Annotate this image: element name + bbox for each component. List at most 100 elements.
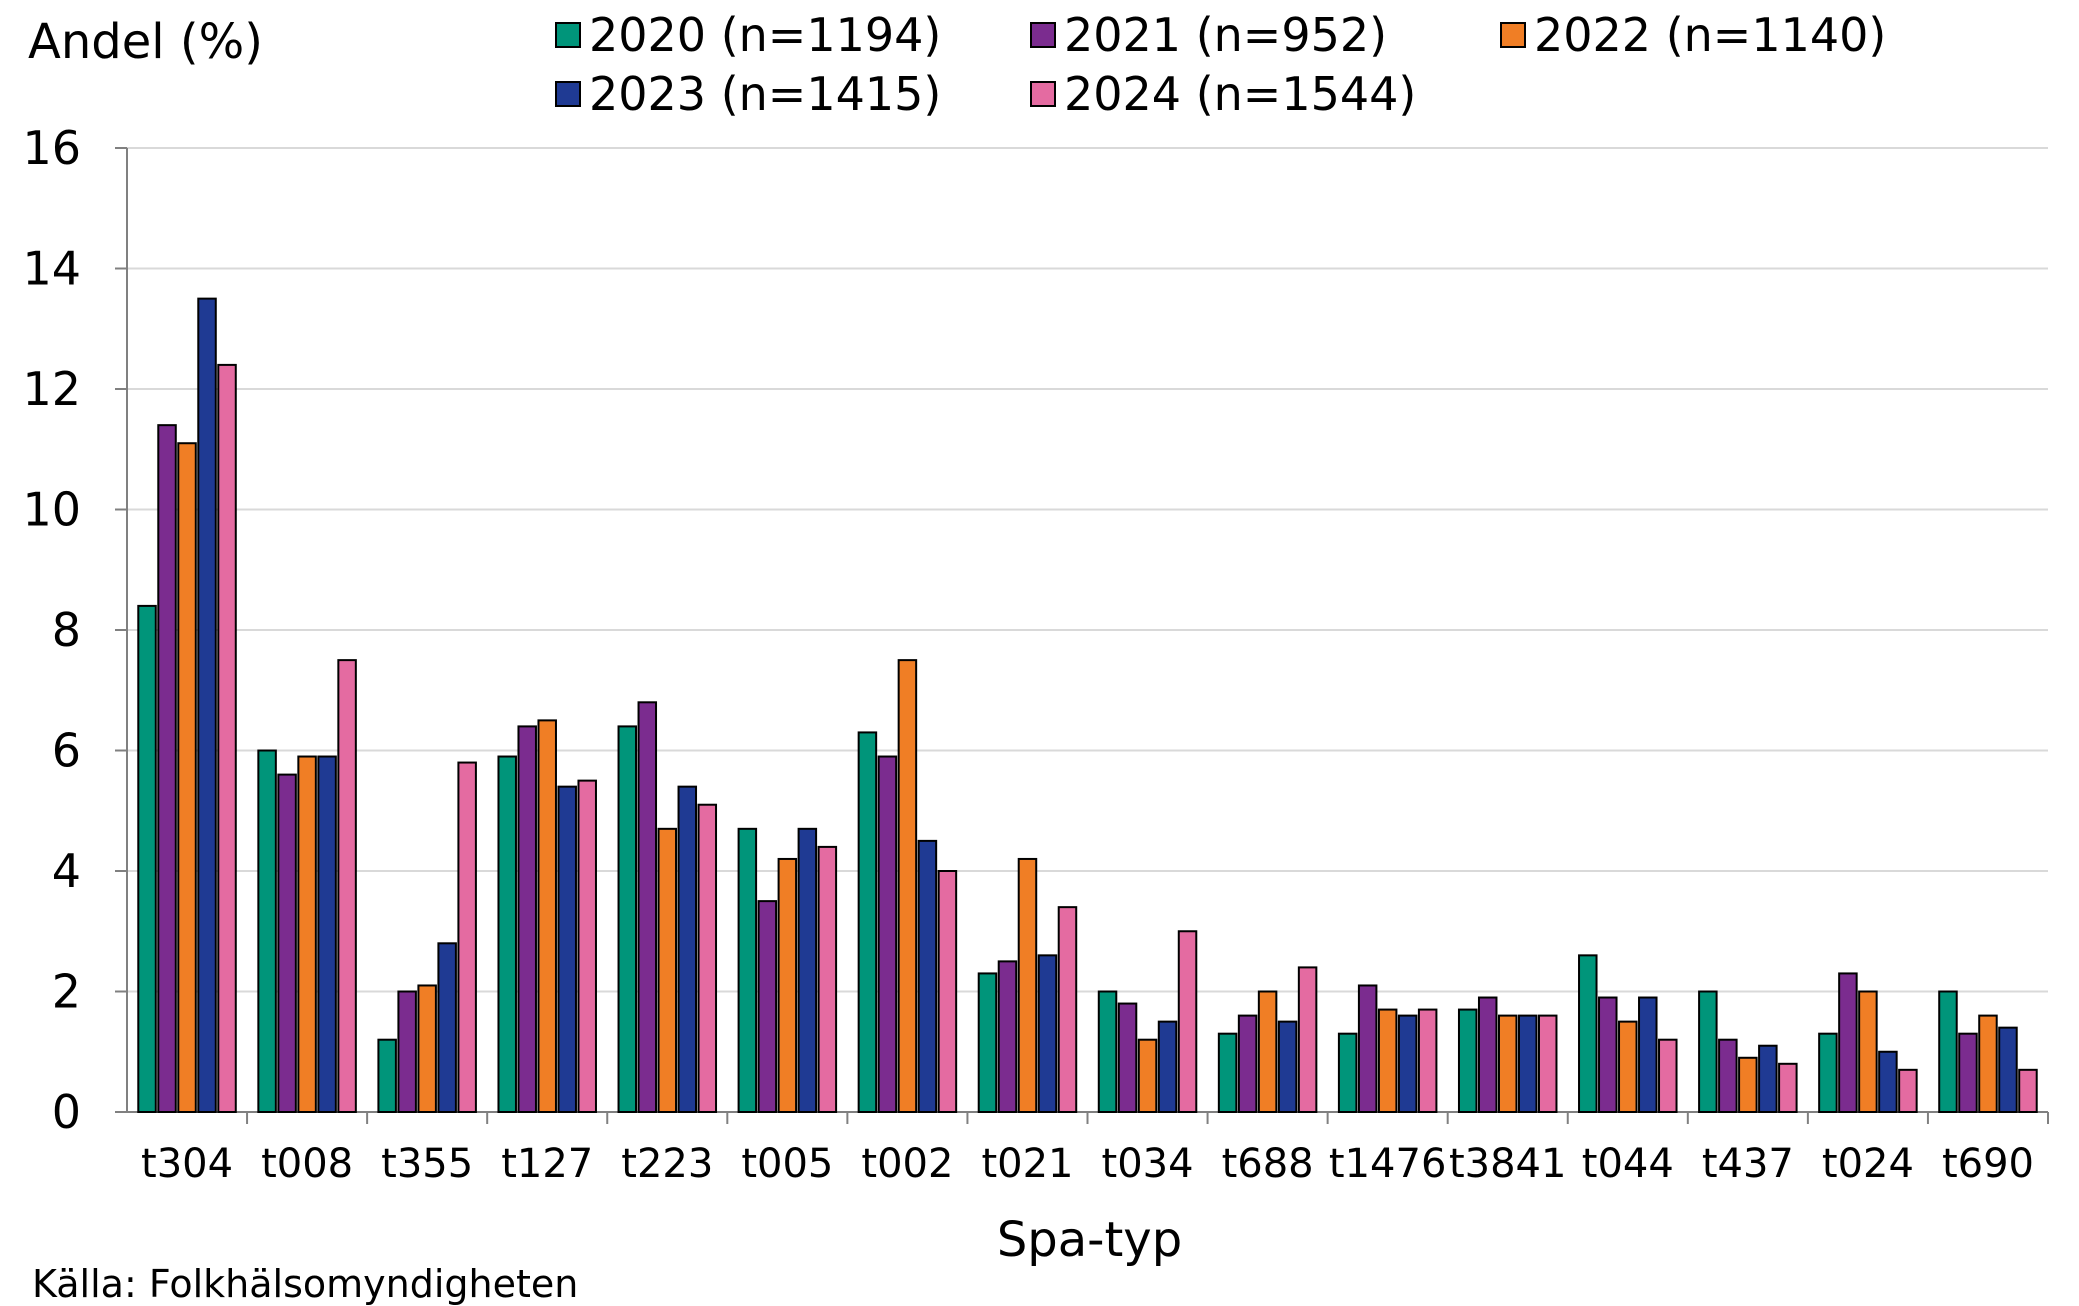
x-tick-label: t223: [621, 1141, 713, 1187]
bar: [1698, 990, 1718, 1113]
bar: [1377, 1008, 1398, 1114]
bar: [1477, 996, 1498, 1114]
y-axis-title: Andel (%): [28, 14, 263, 70]
x-tick-label: t3841: [1449, 1141, 1566, 1187]
bar: [1898, 1068, 1918, 1113]
bar: [1858, 990, 1878, 1113]
y-tick-label: 8: [52, 603, 81, 657]
legend-label: 2020 (n=1194): [589, 8, 942, 62]
bar: [157, 424, 177, 1113]
legend-item: 2022 (n=1140): [1500, 8, 1886, 62]
legend-swatch: [1030, 81, 1056, 107]
legend-label: 2023 (n=1415): [589, 67, 942, 121]
bar: [1297, 966, 1318, 1114]
bar: [1758, 1044, 1778, 1113]
x-tick-label: t127: [501, 1141, 593, 1187]
legend-swatch: [555, 81, 581, 107]
bar: [1037, 954, 1058, 1113]
legend-swatch: [1030, 22, 1056, 48]
bar: [1277, 1020, 1298, 1113]
bar: [857, 731, 878, 1113]
bar: [757, 900, 778, 1113]
bar: [1237, 1014, 1258, 1113]
bar: [1457, 1008, 1478, 1114]
bar: [1537, 1014, 1558, 1113]
x-tick-label: t034: [1102, 1141, 1194, 1187]
bar: [1938, 990, 1958, 1113]
legend-item: 2024 (n=1544): [1030, 67, 1416, 121]
bar: [1718, 1038, 1738, 1113]
legend-item: 2023 (n=1415): [555, 67, 941, 121]
bar: [777, 857, 798, 1114]
bar: [1638, 996, 1658, 1114]
bar: [137, 604, 157, 1114]
y-tick-label: 4: [52, 844, 81, 898]
source-note: Källa: Folkhälsomyndigheten: [32, 1262, 579, 1306]
bar: [897, 659, 918, 1113]
y-tick-label: 12: [22, 362, 81, 416]
bar: [197, 297, 217, 1113]
x-tick-label: t690: [1942, 1141, 2034, 1187]
bar: [317, 755, 337, 1114]
bar: [637, 701, 658, 1113]
x-tick-label: t1476: [1329, 1141, 1446, 1187]
bar: [1417, 1008, 1438, 1114]
x-tick-label: t021: [981, 1141, 1073, 1187]
y-tick-label: 14: [22, 242, 81, 296]
bar: [257, 749, 277, 1113]
bar: [497, 755, 517, 1114]
legend-item: 2021 (n=952): [1030, 8, 1387, 62]
bar: [1658, 1038, 1678, 1113]
x-tick-label: t355: [381, 1141, 473, 1187]
bar: [1357, 984, 1378, 1113]
x-axis-title: Spa-typ: [996, 1212, 1183, 1268]
x-tick-label: t005: [741, 1141, 833, 1187]
bar: [617, 725, 638, 1114]
x-tick-label: t437: [1702, 1141, 1794, 1187]
x-tick-label: t002: [861, 1141, 953, 1187]
bar: [1578, 954, 1598, 1113]
y-tick-label: 0: [52, 1085, 81, 1139]
legend-item: 2020 (n=1194): [555, 8, 941, 62]
bar: [697, 803, 718, 1113]
bar: [277, 773, 297, 1113]
y-tick-label: 6: [52, 724, 81, 778]
bar: [1517, 1014, 1538, 1113]
x-tick-label: t044: [1582, 1141, 1674, 1187]
bar: [397, 990, 417, 1113]
y-tick-label: 16: [22, 121, 81, 175]
bar: [1397, 1014, 1418, 1113]
bar: [1838, 972, 1858, 1113]
bar: [1878, 1050, 1898, 1113]
bar: [1978, 1014, 1998, 1113]
bar: [377, 1038, 397, 1113]
bar: [877, 755, 898, 1114]
bar: [1177, 930, 1198, 1113]
bar: [1257, 990, 1278, 1113]
legend-label: 2021 (n=952): [1064, 8, 1388, 62]
y-tick-label: 10: [22, 483, 81, 537]
bar: [437, 942, 457, 1113]
legend-label: 2024 (n=1544): [1064, 67, 1417, 121]
bar: [977, 972, 998, 1113]
bar: [1157, 1020, 1178, 1113]
bar: [677, 785, 698, 1114]
bar: [1778, 1062, 1798, 1114]
bar: [1337, 1032, 1358, 1114]
bar: [1117, 1002, 1138, 1113]
bar: [297, 755, 317, 1114]
bar: [417, 984, 437, 1113]
x-tick-label: t024: [1822, 1141, 1914, 1187]
bar: [1217, 1032, 1238, 1114]
legend-swatch: [555, 22, 581, 48]
bar: [1738, 1056, 1758, 1114]
bar: [1497, 1014, 1518, 1113]
x-tick-label: t008: [261, 1141, 353, 1187]
bar: [1598, 996, 1618, 1114]
y-tick-label: 2: [52, 965, 81, 1019]
bar: [177, 442, 197, 1114]
bar: [537, 719, 557, 1113]
bar: [817, 845, 838, 1114]
bar: [1097, 990, 1118, 1113]
